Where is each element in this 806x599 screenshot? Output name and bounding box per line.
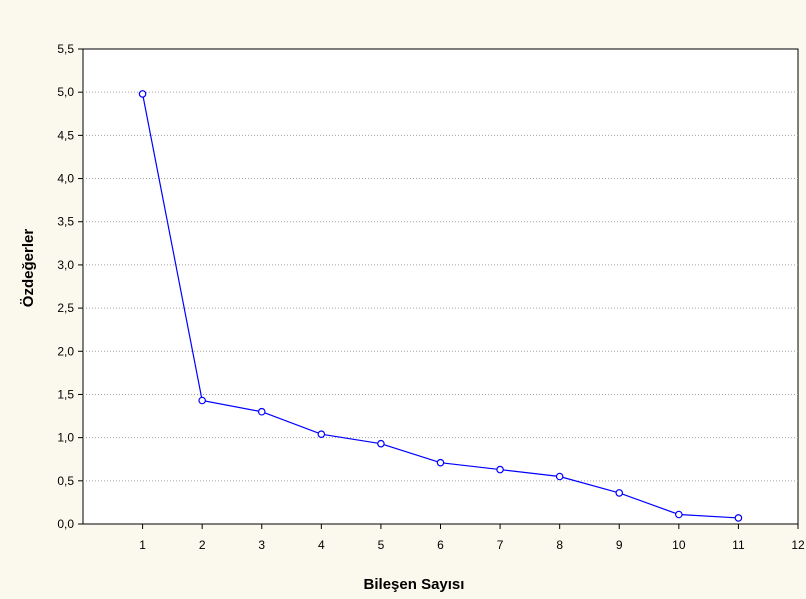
data-point (556, 473, 562, 479)
y-tick-label: 1,0 (57, 431, 74, 445)
y-tick-label: 0,5 (57, 474, 74, 488)
data-point (616, 490, 622, 496)
y-tick-label: 3,5 (57, 215, 74, 229)
x-axis-title: Bileşen Sayısı (364, 576, 465, 593)
x-tick-label: 1 (139, 538, 146, 552)
data-point (259, 409, 265, 415)
data-point (139, 91, 145, 97)
x-tick-label: 9 (616, 538, 623, 552)
y-tick-label: 2,0 (57, 344, 74, 358)
x-tick-label: 5 (378, 538, 385, 552)
y-axis-ticks: 0,0 0,5 1,0 1,5 2,0 2,5 3,0 3,5 4,0 4,5 5,0 5,5 (57, 42, 83, 531)
x-tick-label: 6 (437, 538, 444, 552)
y-axis-title: Özdeğerler (20, 229, 37, 308)
y-tick-label: 5,5 (57, 42, 74, 56)
data-point (735, 515, 741, 521)
data-point (676, 511, 682, 517)
y-tick-label: 1,5 (57, 387, 74, 401)
data-point (378, 440, 384, 446)
y-tick-label: 0,0 (57, 517, 74, 531)
x-tick-label: 2 (199, 538, 206, 552)
y-tick-label: 2,5 (57, 301, 74, 315)
x-tick-label: 3 (258, 538, 265, 552)
data-point (318, 431, 324, 437)
data-point (437, 459, 443, 465)
x-tick-label: 7 (497, 538, 504, 552)
x-tick-label: 12 (791, 538, 805, 552)
data-point (497, 466, 503, 472)
y-tick-label: 4,0 (57, 172, 74, 186)
plot-area (83, 49, 798, 524)
x-axis-ticks: 1 2 3 4 5 6 7 8 9 10 11 12 (139, 524, 805, 552)
y-tick-label: 5,0 (57, 85, 74, 99)
x-tick-label: 11 (732, 538, 745, 552)
y-tick-label: 3,0 (57, 258, 74, 272)
x-tick-label: 8 (556, 538, 563, 552)
x-tick-label: 10 (672, 538, 686, 552)
y-tick-label: 4,5 (57, 128, 74, 142)
data-point (199, 397, 205, 403)
x-tick-label: 4 (318, 538, 325, 552)
